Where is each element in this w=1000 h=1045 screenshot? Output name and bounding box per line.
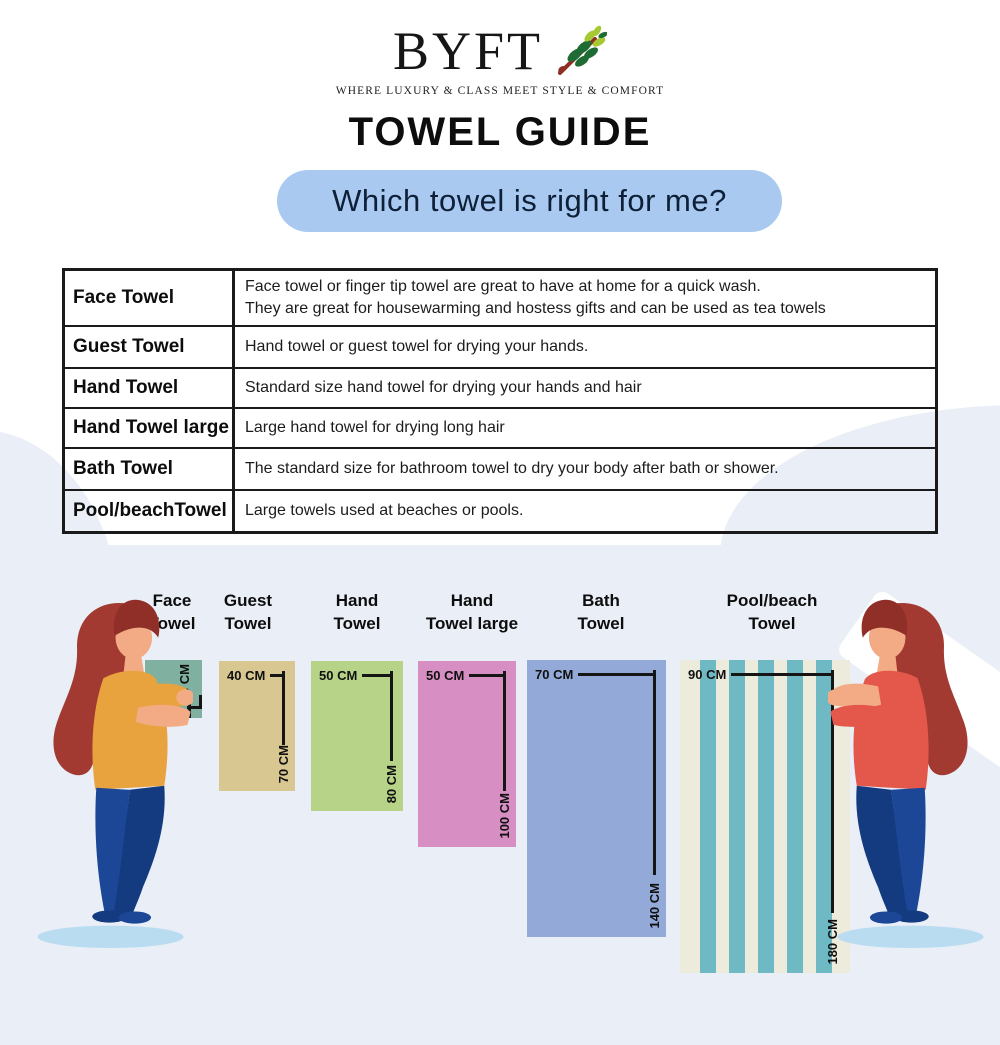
towel-label-face: Face Towel bbox=[148, 591, 196, 633]
width-dimension: 70 CM bbox=[535, 667, 656, 682]
height-dimension-line bbox=[831, 670, 834, 913]
table-row: Pool/beachTowel Large towels used at beac… bbox=[65, 491, 935, 531]
width-dimension: 50 CM bbox=[426, 668, 506, 683]
towel-swatch-guest: 40 CM 70 CM bbox=[219, 661, 295, 791]
question-banner-text: Which towel is right for me? bbox=[332, 183, 727, 218]
towel-label-hand: Hand Towel bbox=[333, 591, 381, 633]
towel-type-label: Bath Towel bbox=[65, 449, 235, 489]
towel-label-pool: Pool/beach Towel bbox=[726, 591, 818, 633]
brand-logo: BYFT bbox=[0, 22, 1000, 84]
height-dimension: 100 CM bbox=[497, 793, 512, 839]
towel-label-hand-large: Hand Towel large bbox=[425, 591, 519, 633]
height-dimension: 70 CM bbox=[276, 744, 291, 783]
towel-guide-table: Face Towel Face towel or finger tip towel… bbox=[62, 268, 938, 534]
height-dimension-line bbox=[503, 671, 506, 791]
towel-label-bath: Bath Towel bbox=[577, 591, 625, 633]
towel-stripe bbox=[758, 660, 774, 973]
height-dimension-line bbox=[653, 670, 656, 875]
towel-type-description: Standard size hand towel for drying your… bbox=[245, 379, 642, 397]
towel-type-description: Large hand towel for drying long hair bbox=[245, 419, 505, 437]
towel-type-label: Face Towel bbox=[65, 271, 235, 325]
leaf-icon bbox=[558, 25, 608, 75]
table-row: Hand Towel large Large hand towel for dry… bbox=[65, 409, 935, 449]
towel-type-label: Hand Towel bbox=[65, 369, 235, 407]
page-title: TOWEL GUIDE bbox=[348, 110, 652, 154]
right-woman-illustration bbox=[826, 585, 993, 950]
height-dimension-line bbox=[390, 671, 393, 761]
table-row: Face Towel Face towel or finger tip towel… bbox=[65, 271, 935, 327]
width-dimension: 40 CM bbox=[227, 668, 285, 683]
towel-type-description: Face towel or finger tip towel are great… bbox=[245, 278, 826, 317]
towel-stripe bbox=[729, 660, 745, 973]
towel-stripe bbox=[787, 660, 803, 973]
header: BYFT WHERE LUXURY & CLASS MEET STYLE & C… bbox=[0, 22, 1000, 155]
width-dimension: 90 CM bbox=[688, 667, 834, 682]
height-dimension-line bbox=[282, 671, 285, 745]
towel-swatch-bath: 70 CM 140 CM bbox=[527, 660, 666, 937]
towel-type-label: Pool/beachTowel bbox=[65, 491, 235, 531]
towel-type-description: Large towels used at beaches or pools. bbox=[245, 502, 524, 520]
towel-label-guest: Guest Towel bbox=[223, 591, 273, 633]
height-dimension: 140 CM bbox=[647, 883, 662, 929]
towel-swatch-pool: 90 CM 180 CM bbox=[680, 660, 850, 973]
table-row: Hand Towel Standard size hand towel for d… bbox=[65, 369, 935, 409]
brand-tagline: WHERE LUXURY & CLASS MEET STYLE & COMFOR… bbox=[335, 85, 665, 97]
towel-type-description: Hand towel or guest towel for drying you… bbox=[245, 338, 589, 356]
question-banner: Which towel is right for me? bbox=[277, 170, 782, 232]
left-woman-illustration bbox=[28, 585, 195, 950]
height-dimension: 80 CM bbox=[384, 764, 399, 803]
towel-stripe bbox=[700, 660, 716, 973]
towel-type-label: Guest Towel bbox=[65, 327, 235, 367]
towel-swatch-hand-large: 50 CM 100 CM bbox=[418, 661, 516, 847]
towel-type-label: Hand Towel large bbox=[65, 409, 235, 447]
table-row: Guest Towel Hand towel or guest towel for… bbox=[65, 327, 935, 369]
brand-name: BYFT bbox=[392, 21, 544, 81]
towel-type-description: The standard size for bathroom towel to … bbox=[245, 460, 779, 478]
towel-swatch-hand: 50 CM 80 CM bbox=[311, 661, 403, 811]
table-row: Bath Towel The standard size for bathroom… bbox=[65, 449, 935, 491]
width-dimension: 50 CM bbox=[319, 668, 393, 683]
towel-stripe bbox=[816, 660, 832, 973]
